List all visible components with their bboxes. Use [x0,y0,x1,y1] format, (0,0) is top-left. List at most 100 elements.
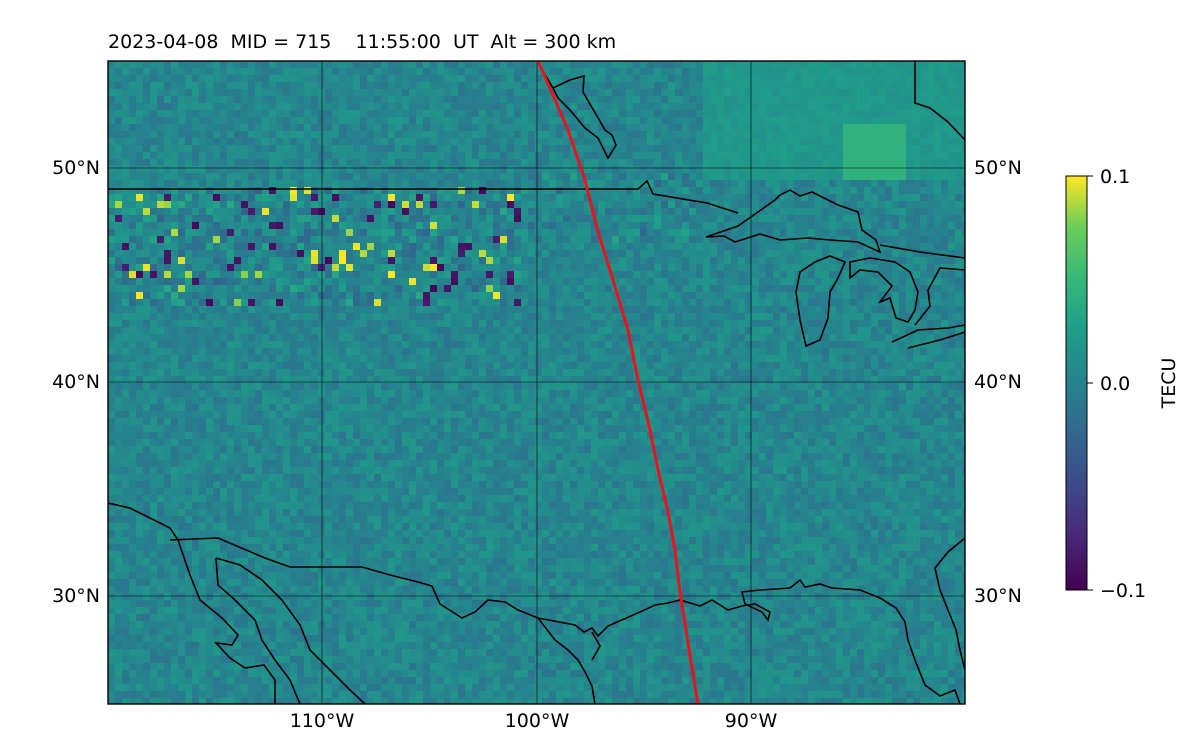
tec-cell [794,180,802,188]
tec-cell [269,173,277,181]
tec-cell [941,271,949,279]
tec-cell [185,131,193,139]
tec-cell [346,257,354,265]
tec-cell [430,61,438,69]
tec-cell [423,68,431,76]
tec-cell [458,117,466,125]
tec-cell [479,250,487,258]
tec-cell [815,89,823,97]
tec-cell [731,180,739,188]
tec-cell [563,110,571,118]
tec-cell [766,110,774,118]
tec-cell [528,292,536,300]
tec-cell [605,327,613,335]
tec-cell [843,327,851,335]
tec-cell [759,292,767,300]
tec-cell [717,215,725,223]
tec-cell [682,145,690,153]
tec-cell [941,173,949,181]
tec-cell [241,201,249,209]
tec-cell [647,96,655,104]
tec-cell [619,299,627,307]
tec-cell [388,327,396,335]
tec-cell [206,292,214,300]
tec-cell [535,131,543,139]
tec-cell [521,334,529,342]
tec-cell [262,75,270,83]
tec-cell [759,285,767,293]
tec-cell [815,292,823,300]
tec-cell [577,243,585,251]
tec-cell [864,159,872,167]
tec-cell [605,271,613,279]
tec-cell [584,61,592,69]
tec-cell [815,229,823,237]
tec-cell [689,194,697,202]
tec-cell [164,250,172,258]
tec-cell [731,82,739,90]
tec-cell [752,68,760,76]
tec-cell [241,271,249,279]
tec-cell [948,201,956,209]
tec-cell [262,271,270,279]
tec-cell [311,110,319,118]
tec-cell [185,334,193,342]
tec-cell [815,285,823,293]
tec-cell [129,96,137,104]
tec-cell [710,250,718,258]
tec-cell [934,299,942,307]
tec-cell [675,152,683,160]
tec-cell [563,313,571,321]
tec-cell [143,138,151,146]
tec-cell [556,341,564,349]
tec-cell [451,110,459,118]
tec-cell [213,89,221,97]
tec-cell [206,180,214,188]
tec-cell [682,110,690,118]
tec-cell [157,152,165,160]
tec-cell [304,215,312,223]
tec-cell [570,166,578,174]
tec-cell [395,278,403,286]
tec-cell [766,75,774,83]
tec-cell [836,131,844,139]
tec-cell [941,222,949,230]
tec-cell [199,313,207,321]
tec-cell [731,159,739,167]
tec-cell [129,131,137,139]
tec-cell [535,166,543,174]
tec-cell [514,243,522,251]
tec-cell [185,152,193,160]
tec-cell [535,110,543,118]
tec-cell [255,124,263,132]
tec-cell [129,152,137,160]
tec-cell [486,61,494,69]
tec-cell [612,75,620,83]
tec-cell [878,61,886,69]
tec-cell [815,264,823,272]
tec-cell [297,222,305,230]
tec-cell [507,68,515,76]
tec-cell [787,124,795,132]
tec-cell [703,131,711,139]
tec-cell [535,278,543,286]
tec-cell [437,278,445,286]
tec-cell [451,285,459,293]
tec-cell [500,334,508,342]
tec-cell [815,180,823,188]
tec-cell [829,250,837,258]
tec-cell [521,75,529,83]
tec-cell [171,138,179,146]
tec-cell [535,334,543,342]
tec-cell [808,117,816,125]
tec-cell [479,89,487,97]
tec-cell [297,299,305,307]
tec-cell [395,201,403,209]
tec-cell [346,138,354,146]
tec-cell [864,68,872,76]
tec-cell [157,278,165,286]
tec-cell [892,257,900,265]
tec-cell [850,96,858,104]
tec-cell [304,117,312,125]
tec-cell [843,292,851,300]
